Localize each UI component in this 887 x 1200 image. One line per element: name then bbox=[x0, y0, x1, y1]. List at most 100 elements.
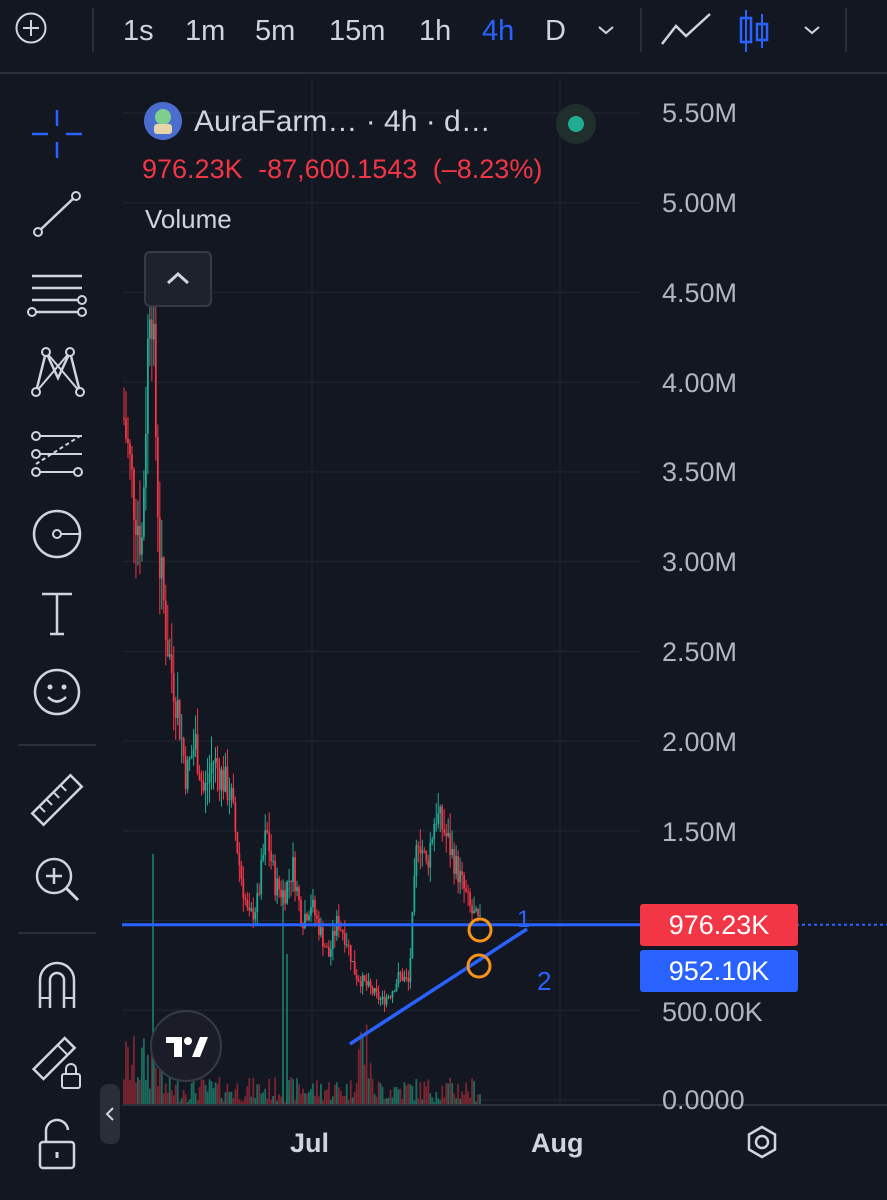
candle-body bbox=[200, 780, 203, 782]
volume-bar bbox=[266, 1098, 269, 1104]
timeframe-d[interactable]: D bbox=[545, 15, 566, 47]
volume-bar bbox=[248, 1078, 251, 1104]
candle-body bbox=[395, 983, 398, 992]
expand-panel-tab[interactable] bbox=[100, 1084, 120, 1144]
candle-body bbox=[254, 912, 257, 920]
candle-body bbox=[242, 879, 245, 899]
price-axis-tick: 3.00M bbox=[662, 547, 738, 577]
chart-drawings bbox=[122, 917, 887, 1046]
candle-body bbox=[391, 991, 394, 998]
volume-bar bbox=[127, 1047, 129, 1104]
drawing-toolbar bbox=[0, 74, 115, 1200]
candle-body bbox=[256, 893, 259, 913]
volume-bar bbox=[339, 1090, 342, 1104]
volume-bar bbox=[298, 1084, 300, 1104]
volume-bar bbox=[296, 1078, 298, 1104]
candle-body bbox=[367, 981, 370, 986]
emoji-icon[interactable] bbox=[24, 662, 90, 722]
volume-bar bbox=[409, 1084, 412, 1104]
ruler-icon[interactable] bbox=[24, 770, 90, 830]
zoom-in-icon[interactable] bbox=[24, 848, 90, 908]
crosshair-icon[interactable] bbox=[24, 104, 90, 164]
volume-bar bbox=[429, 1093, 432, 1104]
volume-bar bbox=[391, 1097, 394, 1104]
timeframe-5m[interactable]: 5m bbox=[255, 15, 296, 47]
volume-bar bbox=[160, 1055, 163, 1104]
volume-bar bbox=[453, 1093, 456, 1104]
tradingview-logo[interactable] bbox=[150, 1010, 222, 1082]
candle-body bbox=[455, 856, 458, 874]
token-logo bbox=[144, 102, 182, 140]
timeframe-1s[interactable]: 1s bbox=[123, 15, 154, 47]
candle-body bbox=[125, 418, 127, 439]
unlock-icon[interactable] bbox=[24, 1114, 90, 1174]
volume-bar bbox=[405, 1085, 408, 1104]
volume-bar bbox=[276, 1100, 279, 1104]
volume-bar bbox=[459, 1098, 462, 1104]
collapse-legend-button[interactable] bbox=[144, 251, 212, 307]
chart-type-dropdown-icon[interactable] bbox=[800, 20, 824, 40]
horizontal-lines-icon[interactable] bbox=[24, 264, 90, 324]
trend-line-icon[interactable] bbox=[24, 184, 90, 244]
text-icon[interactable] bbox=[24, 584, 90, 644]
candle-body bbox=[222, 769, 225, 792]
volume-bar bbox=[146, 1054, 149, 1104]
magnet-icon[interactable] bbox=[24, 954, 90, 1014]
volume-bar bbox=[389, 1089, 392, 1104]
volume-bar bbox=[208, 1079, 211, 1104]
timeframe-4h[interactable]: 4h bbox=[482, 15, 515, 47]
volume-bar bbox=[214, 1082, 217, 1104]
candle-body bbox=[449, 833, 452, 856]
volume-bar bbox=[435, 1091, 438, 1104]
volume-bar bbox=[192, 1078, 195, 1104]
candle-body bbox=[310, 907, 312, 916]
timeframe-1h[interactable]: 1h bbox=[419, 15, 452, 47]
candle-body bbox=[363, 975, 366, 981]
timeframe-1m[interactable]: 1m bbox=[185, 15, 226, 47]
volume-bar bbox=[365, 1024, 368, 1104]
candle-body bbox=[168, 654, 171, 657]
candle-body bbox=[341, 930, 344, 934]
line-chart-icon[interactable] bbox=[660, 12, 712, 48]
volume-bar bbox=[407, 1083, 410, 1104]
candle-body bbox=[405, 976, 408, 978]
volume-bar bbox=[353, 1091, 356, 1104]
volume-bar bbox=[190, 1083, 193, 1104]
candles-icon[interactable] bbox=[736, 8, 772, 54]
chart-settings-icon[interactable] bbox=[744, 1124, 780, 1160]
volume-bar bbox=[182, 1089, 185, 1104]
volume-bar bbox=[220, 1097, 223, 1104]
volume-indicator-label[interactable]: Volume bbox=[145, 204, 232, 234]
volume-bar bbox=[479, 1094, 481, 1104]
lock-draw-icon[interactable] bbox=[24, 1034, 90, 1094]
timeframe-15m[interactable]: 15m bbox=[329, 15, 386, 47]
volume-bar bbox=[302, 1088, 304, 1104]
volume-bar bbox=[152, 854, 154, 1104]
candle-body bbox=[379, 999, 382, 1001]
volume-bar bbox=[274, 1077, 277, 1104]
volume-bar bbox=[304, 1093, 306, 1104]
candle-body bbox=[252, 908, 255, 920]
measure-circle-icon[interactable] bbox=[24, 504, 90, 564]
volume-bar bbox=[196, 1100, 199, 1104]
volume-bar bbox=[148, 1088, 151, 1104]
volume-bar bbox=[441, 1085, 444, 1104]
pattern-icon[interactable] bbox=[24, 342, 90, 402]
volume-bar bbox=[242, 1101, 245, 1104]
volume-bar bbox=[282, 894, 284, 1104]
market-status-indicator[interactable] bbox=[556, 104, 596, 144]
timeframe-dropdown-icon[interactable] bbox=[594, 20, 618, 40]
tv-logo-icon bbox=[166, 1037, 208, 1057]
candle-body bbox=[272, 861, 275, 863]
add-symbol-icon[interactable] bbox=[15, 12, 47, 44]
price-chart[interactable] bbox=[122, 78, 887, 1108]
fib-icon[interactable] bbox=[24, 424, 90, 484]
volume-bar bbox=[415, 1079, 418, 1104]
candle-body bbox=[198, 773, 201, 781]
volume-bar bbox=[284, 1101, 286, 1104]
trendline-label-1: 1 bbox=[517, 906, 531, 933]
volume-bar bbox=[357, 1049, 360, 1104]
volume-bar bbox=[186, 1101, 189, 1104]
candle-body bbox=[180, 738, 183, 740]
price-axis-tick: 5.50M bbox=[662, 98, 738, 128]
